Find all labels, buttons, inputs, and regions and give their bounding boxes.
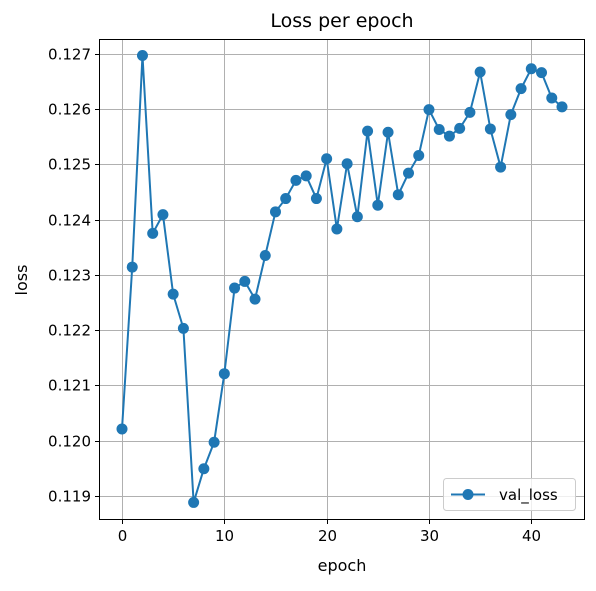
data-point [249, 293, 261, 305]
axes-frame [99, 39, 585, 520]
data-point [157, 209, 169, 221]
data-point [392, 189, 404, 201]
x-tick-label: 0 [118, 527, 128, 545]
y-tick-label: 0.124 [48, 212, 91, 230]
data-point [403, 167, 415, 179]
legend-marker-swatch [462, 489, 474, 500]
data-point [382, 126, 394, 138]
y-tick-label: 0.123 [48, 267, 91, 285]
data-point [546, 92, 558, 104]
y-axis-ticks: 0.119 0.120 0.121 0.122 0.123 0.124 0.125 0.126… [48, 46, 100, 506]
data-point [331, 223, 343, 235]
y-tick-label: 0.127 [48, 46, 91, 64]
data-point [495, 161, 507, 173]
data-point [474, 66, 486, 78]
x-axis-label: epoch [318, 556, 367, 575]
data-point [229, 282, 241, 294]
y-tick-label: 0.119 [48, 488, 91, 506]
data-point [433, 124, 445, 135]
data-point [556, 101, 568, 113]
x-tick-label: 20 [318, 527, 337, 545]
x-tick-label: 10 [215, 527, 234, 545]
data-point [259, 249, 271, 261]
y-axis-label: loss [12, 265, 31, 296]
data-point [443, 130, 455, 142]
y-tick-label: 0.126 [48, 101, 91, 119]
data-point [290, 174, 302, 186]
x-axis-ticks: 0 10 20 30 40 [118, 519, 541, 545]
chart-title: Loss per epoch [270, 10, 413, 32]
data-point [484, 123, 496, 135]
data-point [372, 199, 384, 211]
legend: val_loss [443, 478, 576, 511]
series-line-val_loss [121, 54, 563, 504]
data-point [351, 211, 363, 223]
data-point [515, 83, 527, 95]
data-point [116, 423, 128, 435]
data-point [536, 67, 548, 79]
x-tick-label: 30 [420, 527, 439, 545]
y-tick-label: 0.125 [48, 156, 91, 174]
data-point [177, 322, 189, 334]
x-tick-label: 40 [522, 527, 541, 545]
data-point [167, 288, 179, 300]
y-tick-label: 0.122 [48, 322, 91, 340]
data-point [525, 63, 537, 75]
data-point [341, 158, 353, 170]
legend-label-val-loss: val_loss [499, 486, 558, 505]
data-point [136, 49, 148, 61]
data-point [218, 368, 230, 380]
data-point [300, 170, 312, 182]
data-point [464, 106, 476, 118]
data-point [126, 261, 138, 273]
data-point [454, 122, 466, 134]
y-tick-label: 0.120 [48, 433, 91, 451]
data-point [198, 463, 210, 475]
data-point [239, 275, 251, 287]
data-point [280, 193, 292, 205]
y-tick-label: 0.121 [48, 377, 91, 395]
data-point [505, 109, 517, 121]
series-layer [116, 49, 568, 508]
data-point [269, 206, 281, 218]
legend-box [443, 478, 576, 511]
data-point [208, 436, 220, 448]
data-point [310, 193, 322, 205]
data-point [188, 496, 200, 508]
data-point [362, 125, 374, 137]
data-point [321, 153, 333, 165]
data-point [147, 227, 159, 239]
data-point [413, 149, 425, 161]
data-point [423, 104, 435, 116]
